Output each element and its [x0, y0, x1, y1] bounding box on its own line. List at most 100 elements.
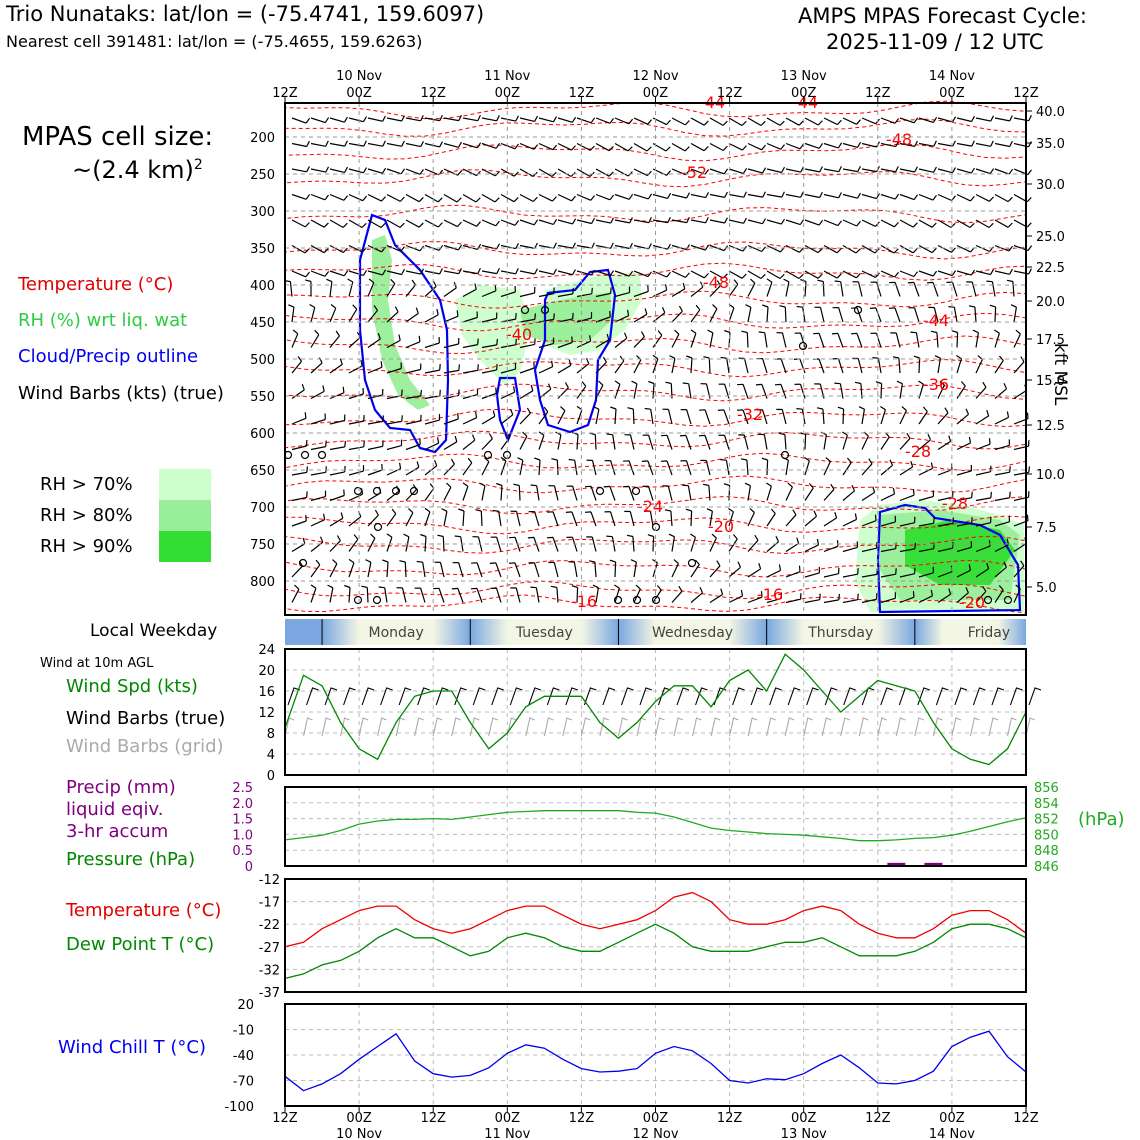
grid-wind-barb [617, 717, 628, 737]
wind-barb [766, 482, 772, 501]
kft-tick-label: 20.0 [1036, 295, 1065, 310]
wind-barb [462, 388, 479, 400]
wind-barb [291, 244, 310, 254]
wind-barb [424, 336, 440, 349]
wind-barb [1013, 584, 1021, 603]
wind-barb [443, 412, 459, 425]
wind-barb [614, 142, 633, 152]
wind-barb [443, 219, 462, 228]
time-tick-label-bottom: 12Z [865, 1111, 891, 1126]
date-label-top: 13 Nov [781, 69, 827, 84]
wind-barb [547, 511, 559, 527]
wind-barb [747, 563, 762, 578]
wind-barb [310, 244, 329, 254]
wind-barb [396, 587, 407, 603]
wind-barb [747, 508, 755, 527]
wind-barb [566, 485, 578, 501]
temperature-contour [284, 143, 1026, 162]
wind-barb [858, 406, 865, 425]
calm-wind-circle [298, 558, 308, 568]
wind-barb [761, 457, 769, 476]
wind-barb [452, 562, 464, 578]
wind-chill-tick-label: -100 [224, 1100, 254, 1115]
wind-barb [951, 330, 959, 348]
wind-barb [546, 536, 559, 552]
wind-barb [557, 312, 574, 323]
temperature-panel-frame [284, 878, 1027, 993]
wind-barb [481, 338, 498, 349]
wind-barb [690, 168, 710, 175]
temperature-contour [284, 559, 1026, 578]
wind-barb [443, 141, 463, 148]
pressure-unit-label: (hPa) [1078, 809, 1125, 830]
wind-barb [956, 115, 976, 123]
temperature-contour [284, 495, 1026, 515]
wind-barb [367, 269, 387, 276]
wind-barb [500, 285, 516, 298]
wind-barb [310, 193, 329, 201]
wind-barb [329, 116, 349, 123]
pressure-tick-label: 846 [1034, 860, 1059, 875]
wind-barb [728, 270, 747, 279]
wind-barb [975, 269, 995, 276]
surface-wind-barb [972, 687, 986, 706]
wind-speed-panel-frame [284, 648, 1027, 776]
wind-barb [880, 515, 896, 527]
wind-barb [405, 168, 424, 175]
wind-barb [481, 363, 498, 374]
wind-barb [937, 244, 956, 253]
weekday-cell [766, 619, 915, 645]
precip-legend-2: liquid eqiv. [66, 799, 164, 820]
pressure-tick-label: 200 [250, 131, 275, 146]
wind-barb [823, 166, 842, 173]
wind-barb [880, 244, 899, 254]
grid-wind-barb [321, 717, 332, 737]
weekday-cell [470, 619, 619, 645]
wind-barb [994, 268, 1013, 275]
temperature-contour [284, 241, 1026, 260]
wind-barb [709, 117, 728, 126]
wind-barb [481, 193, 500, 203]
wind-barb [443, 458, 455, 476]
wind-barb [804, 456, 810, 476]
wind-barb [652, 216, 671, 224]
wind-speed-tick-label: 24 [258, 643, 275, 658]
wind-barb [424, 364, 441, 374]
wind-barb [870, 332, 882, 348]
grid-wind-barb [766, 717, 776, 737]
wind-barb [490, 587, 502, 603]
wind-barb [595, 270, 615, 277]
wind-barb [861, 514, 877, 527]
cell-size-exponent: 2 [193, 157, 203, 173]
wind-barb [823, 142, 843, 149]
temperature-contour [284, 169, 1026, 188]
wind-barb [690, 281, 704, 297]
surface-wind-barb [787, 687, 801, 706]
wind-barb [747, 534, 759, 552]
wind-barb [399, 560, 407, 578]
local-weekday-label: Local Weekday [90, 621, 218, 641]
rh90-swatch [159, 531, 211, 562]
wind-barb [994, 411, 1010, 425]
wind-barb [424, 308, 439, 323]
calm-wind-circle [595, 486, 605, 496]
wind-barb [880, 568, 897, 578]
wind-barb [519, 219, 539, 226]
pressure-tick-label: 750 [250, 538, 275, 553]
wind-barb [880, 219, 899, 228]
temperature-tick-label: -12 [259, 873, 280, 888]
wind-barb [880, 193, 900, 200]
wind-barb [414, 587, 426, 603]
wind-barb [329, 304, 337, 323]
wind-barb [1006, 279, 1015, 297]
calm-wind-circle [798, 341, 808, 351]
wind-barb [548, 561, 559, 578]
wind-barb [709, 168, 729, 175]
wind-barb [441, 508, 448, 527]
calm-wind-circle [353, 595, 363, 605]
legend-rh70: RH > 70% [40, 474, 133, 495]
wind-barb [405, 279, 416, 297]
wind-barb [386, 115, 405, 122]
wind-barb [609, 559, 617, 578]
wind-barbs-grid-legend: Wind Barbs (grid) [66, 736, 224, 757]
